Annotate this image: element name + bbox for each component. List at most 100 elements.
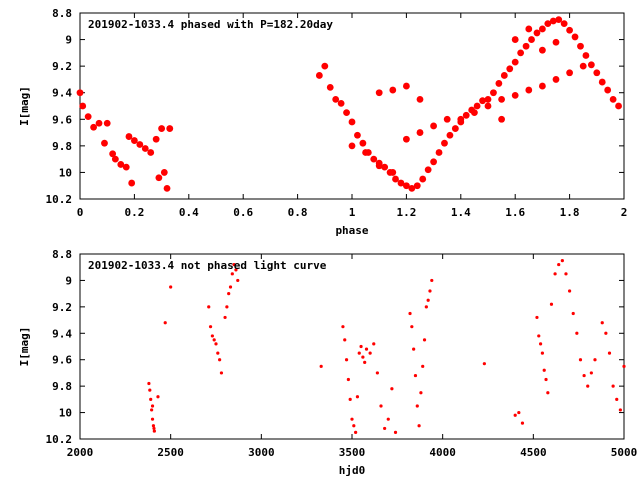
data-point [490,89,497,97]
data-point [533,29,541,37]
y-tick-label: 9.2 [52,60,72,73]
data-point [441,139,448,147]
y-tick-label: 10.2 [46,193,73,206]
data-point [348,142,356,150]
data-point [368,351,372,355]
data-point [216,351,220,355]
data-point [566,26,573,34]
data-point [344,358,349,362]
data-point [498,115,505,123]
data-point [90,123,97,131]
data-point [598,78,606,86]
x-tick-label: 3000 [248,446,275,459]
data-point [332,95,340,103]
data-point [393,430,398,434]
data-point [389,169,397,176]
data-point [552,76,560,83]
data-point [166,125,174,132]
data-point [348,118,356,126]
data-point [587,61,595,69]
data-point [622,364,626,368]
data-point [163,184,171,192]
y-tick-label: 10 [59,407,72,420]
data-point [611,384,615,388]
data-point [511,58,519,66]
data-point [355,395,360,399]
x-tick-label: 4500 [520,446,547,459]
data-point [375,162,383,170]
data-point [424,305,428,309]
data-point [150,417,155,421]
data-point [419,391,423,395]
data-point [392,175,399,183]
x-tick-label: 2500 [157,446,184,459]
data-point [389,86,397,94]
data-points-phased [76,16,622,192]
data-point [593,69,601,77]
data-point [582,373,586,378]
y-tick-label: 9.2 [52,301,72,314]
data-point [230,272,234,276]
data-point [343,338,347,342]
data-point [223,315,227,320]
x-tick-label: 1.2 [396,206,416,219]
data-point [236,278,240,283]
data-point [443,115,451,123]
data-point [604,331,608,335]
data-point [555,16,563,24]
x-tick-label: 1.4 [451,206,471,219]
data-point [568,289,572,293]
data-point [375,89,383,97]
data-point [517,410,521,415]
data-point [214,342,218,346]
data-point [535,315,539,320]
x-axis-label-phased: phase [335,224,368,237]
data-point [341,325,345,329]
data-point [359,344,363,349]
x-tick-label: 4000 [429,446,456,459]
data-point [372,342,376,346]
data-point [109,150,117,158]
data-point [379,404,383,408]
x-axis-label-unphased: hjd0 [339,464,366,477]
y-axis-label-phased: I[mag] [18,86,31,126]
data-point [148,388,152,392]
data-point [495,80,503,87]
data-point [462,111,470,119]
data-point [76,89,84,97]
data-point [156,395,160,399]
data-point [101,139,108,147]
data-point [128,179,136,187]
data-point [589,371,593,375]
chart-title-unphased: 201902-1033.4 not phased light curve [88,259,327,272]
data-point [155,174,163,182]
data-point [544,377,548,382]
data-point [538,342,543,346]
data-point [375,371,379,375]
data-point [513,413,517,417]
data-point [381,163,389,171]
data-point [150,408,154,412]
data-point [227,292,231,296]
y-tick-label: 8.8 [52,248,72,261]
data-point [609,95,617,103]
data-point [352,424,356,428]
data-point [422,338,427,342]
data-point [150,404,155,408]
data-point [482,362,486,366]
x-tick-label: 0.8 [288,206,308,219]
data-point [471,109,478,117]
data-point [315,72,323,79]
data-point [415,404,419,408]
data-point [549,302,554,306]
data-point [511,36,519,43]
x-tick-label: 2000 [67,446,94,459]
x-tick-label: 1.8 [560,206,580,219]
data-point [479,97,486,105]
data-point [408,184,416,192]
data-point [152,426,156,431]
data-point [540,351,545,355]
x-tick-label: 3500 [339,446,366,459]
data-point [525,86,533,94]
